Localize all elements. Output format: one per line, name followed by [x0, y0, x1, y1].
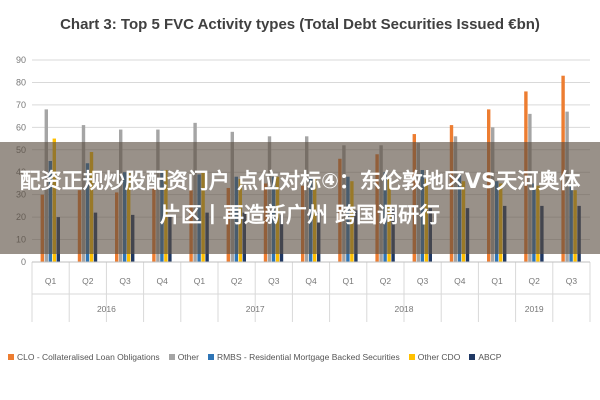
x-tick-label: Q3 — [268, 276, 280, 286]
legend-swatch — [8, 354, 14, 360]
x-tick-label: Q4 — [157, 276, 169, 286]
y-tick-label: 60 — [16, 122, 26, 132]
x-tick-label: Q4 — [454, 276, 466, 286]
x-tick-label: Q3 — [566, 276, 578, 286]
y-tick-label: 80 — [16, 77, 26, 87]
y-tick-label: 90 — [16, 55, 26, 65]
x-tick-label: Q2 — [82, 276, 94, 286]
x-tick-label: Q1 — [194, 276, 206, 286]
legend-swatch — [408, 354, 415, 360]
chart-title: Chart 3: Top 5 FVC Activity types (Total… — [60, 16, 540, 33]
x-tick-label: Q3 — [417, 276, 429, 286]
legend-item: Other CDO — [408, 352, 461, 362]
legend-label: ABCP — [478, 352, 502, 362]
x-tick-label: Q3 — [119, 276, 131, 286]
x-tick-label: Q2 — [380, 276, 392, 286]
x-tick-label: Q4 — [305, 276, 317, 286]
legend-swatch — [168, 354, 175, 360]
chart-legend: CLO - Collateralised Loan Obligations Oth… — [8, 352, 600, 362]
year-label: 2019 — [525, 304, 544, 314]
legend-item: Other — [168, 352, 199, 362]
legend-swatch — [207, 354, 214, 360]
y-tick-label: 70 — [16, 100, 26, 110]
year-label: 2017 — [246, 304, 265, 314]
year-label: 2016 — [97, 304, 116, 314]
legend-item: RMBS - Residential Mortgage Backed Secur… — [207, 352, 400, 362]
legend-label: CLO - Collateralised Loan Obligations — [17, 352, 160, 362]
x-tick-label: Q2 — [529, 276, 541, 286]
x-tick-label: Q2 — [231, 276, 243, 286]
x-tick-label: Q1 — [45, 276, 57, 286]
year-label: 2018 — [395, 304, 414, 314]
text-overlay-banner: 配资正规炒股配资门户 点位对标④：东伦敦地区VS天河奥体片区丨再造新广州 跨国调… — [0, 142, 600, 254]
y-tick-label: 0 — [21, 257, 26, 267]
overlay-text: 配资正规炒股配资门户 点位对标④：东伦敦地区VS天河奥体片区丨再造新广州 跨国调… — [19, 169, 581, 227]
legend-label: Other — [177, 352, 199, 362]
legend-item: ABCP — [469, 352, 501, 362]
x-tick-label: Q1 — [343, 276, 355, 286]
legend-item: CLO - Collateralised Loan Obligations — [8, 352, 160, 362]
x-tick-label: Q1 — [491, 276, 503, 286]
legend-label: Other CDO — [417, 352, 461, 362]
legend-label: RMBS - Residential Mortgage Backed Secur… — [216, 352, 400, 362]
legend-swatch — [469, 354, 476, 360]
